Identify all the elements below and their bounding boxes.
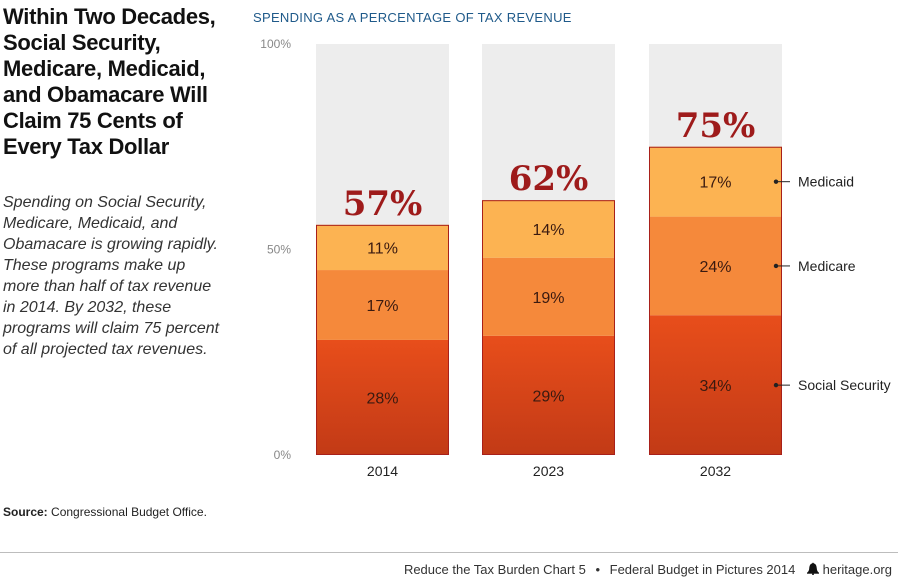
segment-label: 34% xyxy=(699,378,731,395)
footer-divider xyxy=(0,552,898,553)
bar-outline xyxy=(316,224,449,455)
bar-outline xyxy=(649,146,782,455)
segment-label: 17% xyxy=(699,175,731,192)
y-tick-label: 50% xyxy=(267,243,291,257)
segment-label: 11% xyxy=(367,240,398,257)
y-tick-label: 0% xyxy=(274,448,292,462)
liberty-bell-icon xyxy=(806,562,823,577)
segment-label: 14% xyxy=(532,222,564,239)
segment-label: 28% xyxy=(366,390,398,407)
bar-segment-social-security xyxy=(482,335,615,455)
x-category-label: 2014 xyxy=(367,463,398,479)
bar-segment-medicare xyxy=(649,216,782,316)
segment-label: 19% xyxy=(532,290,564,307)
bar-segment-medicare xyxy=(482,257,615,336)
x-category-label: 2023 xyxy=(533,463,564,479)
footer: Reduce the Tax Burden Chart 5 • Federal … xyxy=(404,562,892,577)
footer-chart-ref: Reduce the Tax Burden Chart 5 xyxy=(403,562,586,577)
source-label: Source: xyxy=(3,505,48,519)
bar-segment-medicaid xyxy=(316,224,449,271)
footer-separator: • xyxy=(595,562,600,577)
footer-publication: Federal Budget in Pictures 2014 xyxy=(609,562,796,577)
bar-total-label: 57% xyxy=(343,184,423,224)
bar-segment-medicaid xyxy=(482,200,615,258)
segment-label: 24% xyxy=(699,259,731,276)
bar-total-label: 75% xyxy=(676,106,756,146)
bar-segment-medicaid xyxy=(649,146,782,217)
bar-total-label: 62% xyxy=(509,159,589,199)
description: Spending on Social Security, Medicare, M… xyxy=(3,194,220,358)
headline: Within Two Decades, Social Security, Med… xyxy=(3,4,216,159)
y-tick-label: 100% xyxy=(260,37,291,51)
footer-site[interactable]: heritage.org xyxy=(822,562,892,577)
source-note: Source: Congressional Budget Office. xyxy=(3,505,207,519)
bar-outline xyxy=(482,200,615,455)
bar-segment-medicare xyxy=(316,270,449,340)
legend-label: Social Security xyxy=(798,377,891,393)
stacked-bar-chart: SPENDING AS A PERCENTAGE OF TAX REVENUE … xyxy=(253,10,891,479)
source-text: Congressional Budget Office. xyxy=(51,505,207,519)
legend-label: Medicaid xyxy=(798,174,854,190)
bar-segment-social-security xyxy=(649,315,782,455)
segment-label: 17% xyxy=(366,298,398,315)
segment-label: 29% xyxy=(532,388,564,405)
bar-segment-social-security xyxy=(316,339,449,455)
legend-label: Medicare xyxy=(798,258,856,274)
chart-title: SPENDING AS A PERCENTAGE OF TAX REVENUE xyxy=(253,10,572,25)
x-category-label: 2032 xyxy=(700,463,731,479)
